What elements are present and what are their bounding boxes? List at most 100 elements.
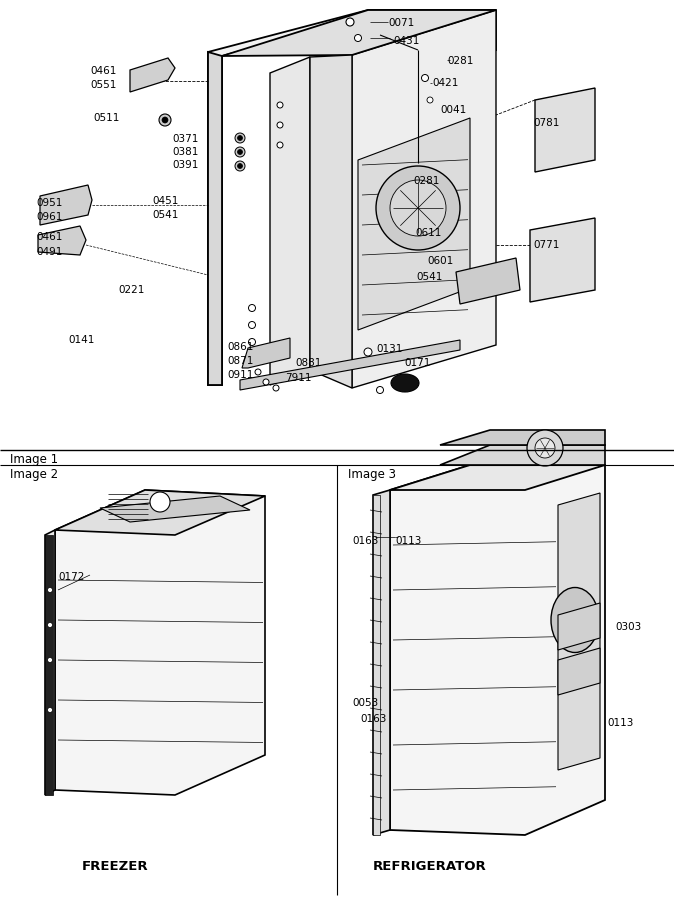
Text: 0461: 0461 bbox=[90, 66, 117, 76]
Polygon shape bbox=[310, 55, 352, 388]
Circle shape bbox=[237, 164, 243, 168]
Text: 0381: 0381 bbox=[172, 147, 198, 157]
Text: 0551: 0551 bbox=[90, 80, 117, 90]
Polygon shape bbox=[558, 603, 600, 650]
Polygon shape bbox=[208, 52, 222, 385]
Circle shape bbox=[249, 321, 255, 328]
Circle shape bbox=[355, 34, 361, 41]
Text: 0303: 0303 bbox=[615, 622, 641, 632]
Circle shape bbox=[237, 149, 243, 155]
Circle shape bbox=[273, 385, 279, 391]
Circle shape bbox=[47, 658, 53, 662]
Polygon shape bbox=[242, 338, 290, 368]
Text: 0041: 0041 bbox=[440, 105, 466, 115]
Text: 0771: 0771 bbox=[533, 240, 559, 250]
Text: 0541: 0541 bbox=[152, 210, 179, 220]
Polygon shape bbox=[440, 445, 605, 465]
Circle shape bbox=[390, 180, 446, 236]
Circle shape bbox=[427, 97, 433, 103]
Polygon shape bbox=[130, 58, 175, 92]
Text: 0113: 0113 bbox=[395, 536, 421, 546]
Text: 0601: 0601 bbox=[427, 256, 453, 266]
Text: 0131: 0131 bbox=[376, 344, 402, 354]
Text: Image 3: Image 3 bbox=[348, 468, 396, 481]
Text: 0961: 0961 bbox=[36, 212, 63, 222]
Text: 0511: 0511 bbox=[93, 113, 119, 123]
Circle shape bbox=[159, 114, 171, 126]
Circle shape bbox=[364, 348, 372, 356]
Circle shape bbox=[277, 102, 283, 108]
Circle shape bbox=[235, 133, 245, 143]
Polygon shape bbox=[40, 185, 92, 225]
Polygon shape bbox=[535, 88, 595, 172]
Circle shape bbox=[47, 707, 53, 713]
Circle shape bbox=[249, 304, 255, 311]
Polygon shape bbox=[456, 258, 520, 304]
Text: 0541: 0541 bbox=[416, 272, 442, 282]
Text: 0163: 0163 bbox=[352, 536, 378, 546]
Text: 0071: 0071 bbox=[388, 18, 415, 28]
Text: 0451: 0451 bbox=[152, 196, 179, 206]
Text: 0781: 0781 bbox=[533, 118, 559, 128]
Polygon shape bbox=[558, 493, 600, 770]
Circle shape bbox=[162, 117, 168, 123]
Polygon shape bbox=[240, 340, 460, 390]
Polygon shape bbox=[208, 10, 496, 385]
Text: 0421: 0421 bbox=[432, 78, 458, 88]
Polygon shape bbox=[390, 465, 605, 490]
Circle shape bbox=[47, 588, 53, 592]
Text: FREEZER: FREEZER bbox=[82, 860, 148, 873]
Circle shape bbox=[527, 430, 563, 466]
Circle shape bbox=[263, 379, 269, 385]
Circle shape bbox=[235, 147, 245, 157]
Text: 0871: 0871 bbox=[227, 356, 253, 366]
Text: 0141: 0141 bbox=[68, 335, 94, 345]
Circle shape bbox=[377, 386, 384, 393]
Polygon shape bbox=[55, 490, 265, 535]
Circle shape bbox=[47, 623, 53, 627]
Ellipse shape bbox=[551, 588, 599, 652]
Text: 0431: 0431 bbox=[393, 36, 419, 46]
Text: 0491: 0491 bbox=[36, 247, 63, 257]
Circle shape bbox=[535, 438, 555, 458]
Text: Image 2: Image 2 bbox=[10, 468, 58, 481]
Polygon shape bbox=[45, 530, 55, 795]
Text: 0371: 0371 bbox=[172, 134, 198, 144]
Polygon shape bbox=[530, 218, 595, 302]
Polygon shape bbox=[373, 490, 390, 835]
Polygon shape bbox=[358, 118, 470, 330]
Text: 0911: 0911 bbox=[227, 370, 253, 380]
Text: REFRIGERATOR: REFRIGERATOR bbox=[373, 860, 487, 873]
Polygon shape bbox=[390, 465, 605, 835]
Text: 0221: 0221 bbox=[118, 285, 144, 295]
Text: 0281: 0281 bbox=[447, 56, 473, 66]
Circle shape bbox=[255, 369, 261, 375]
Text: 0391: 0391 bbox=[172, 160, 198, 170]
Polygon shape bbox=[38, 226, 86, 255]
Ellipse shape bbox=[391, 374, 419, 392]
Text: 0171: 0171 bbox=[404, 358, 431, 368]
Polygon shape bbox=[440, 430, 605, 445]
Text: 0461: 0461 bbox=[36, 232, 63, 242]
Text: 0053: 0053 bbox=[352, 698, 378, 708]
Text: 0163: 0163 bbox=[360, 714, 386, 724]
Circle shape bbox=[277, 142, 283, 148]
Text: 0113: 0113 bbox=[607, 718, 634, 728]
Polygon shape bbox=[55, 490, 265, 795]
Polygon shape bbox=[558, 648, 600, 695]
Circle shape bbox=[346, 18, 354, 26]
Text: 7911: 7911 bbox=[285, 373, 311, 383]
Text: Image 1: Image 1 bbox=[10, 453, 58, 466]
Text: 0881: 0881 bbox=[295, 358, 321, 368]
Text: 0861: 0861 bbox=[227, 342, 253, 352]
Text: 0172: 0172 bbox=[58, 572, 84, 582]
Polygon shape bbox=[100, 496, 250, 522]
Circle shape bbox=[237, 136, 243, 140]
Text: 0281: 0281 bbox=[413, 176, 439, 186]
Circle shape bbox=[421, 75, 429, 82]
Circle shape bbox=[277, 122, 283, 128]
Text: 0951: 0951 bbox=[36, 198, 63, 208]
Circle shape bbox=[249, 338, 255, 346]
Polygon shape bbox=[222, 10, 496, 56]
Polygon shape bbox=[270, 57, 310, 385]
